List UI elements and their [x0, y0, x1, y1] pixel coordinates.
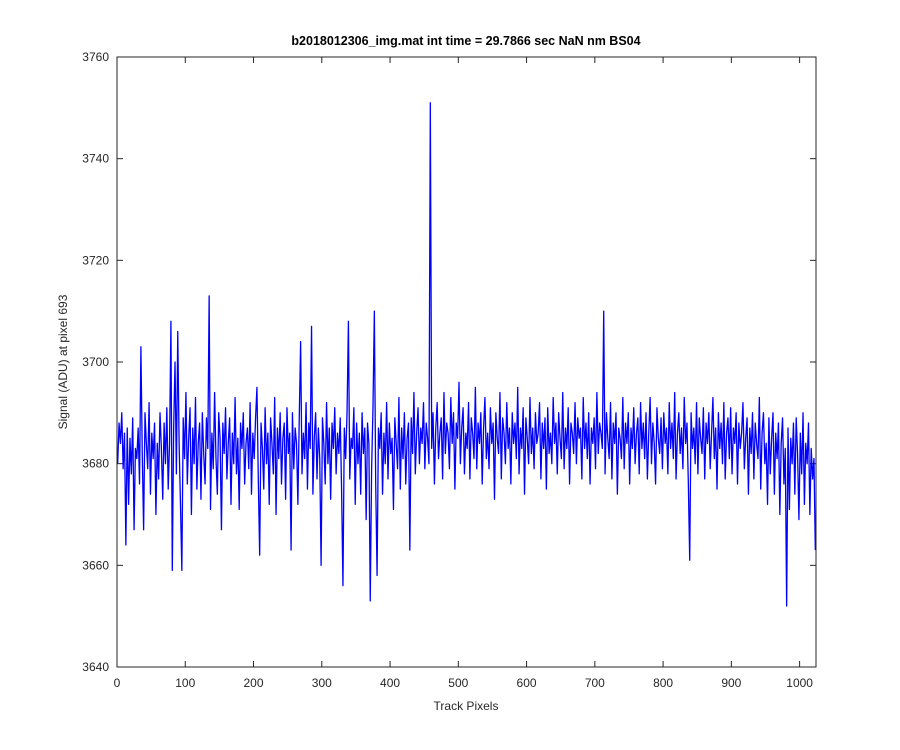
x-tick-label: 300: [312, 676, 332, 690]
y-tick-label: 3720: [82, 253, 109, 267]
chart-title: b2018012306_img.mat int time = 29.7866 s…: [291, 34, 640, 48]
y-tick-label: 3760: [82, 50, 109, 64]
x-tick-label: 1000: [786, 676, 813, 690]
x-axis-label: Track Pixels: [434, 699, 499, 713]
x-tick-label: 600: [517, 676, 537, 690]
x-tick-label: 400: [380, 676, 400, 690]
x-tick-label: 900: [721, 676, 741, 690]
y-tick-label: 3660: [82, 558, 109, 572]
y-tick-label: 3680: [82, 457, 109, 471]
plot-frame: [116, 56, 817, 668]
y-tick-label: 3700: [82, 355, 109, 369]
x-tick-label: 200: [244, 676, 264, 690]
y-tick-label: 3740: [82, 152, 109, 166]
x-tick-label: 800: [653, 676, 673, 690]
y-axis-label: Signal (ADU) at pixel 693: [56, 294, 70, 429]
x-tick-label: 700: [585, 676, 605, 690]
x-tick-label: 500: [448, 676, 468, 690]
x-tick-label: 100: [175, 676, 195, 690]
x-tick-label: 0: [114, 676, 121, 690]
data-line: [117, 102, 816, 607]
y-tick-label: 3640: [82, 660, 109, 674]
